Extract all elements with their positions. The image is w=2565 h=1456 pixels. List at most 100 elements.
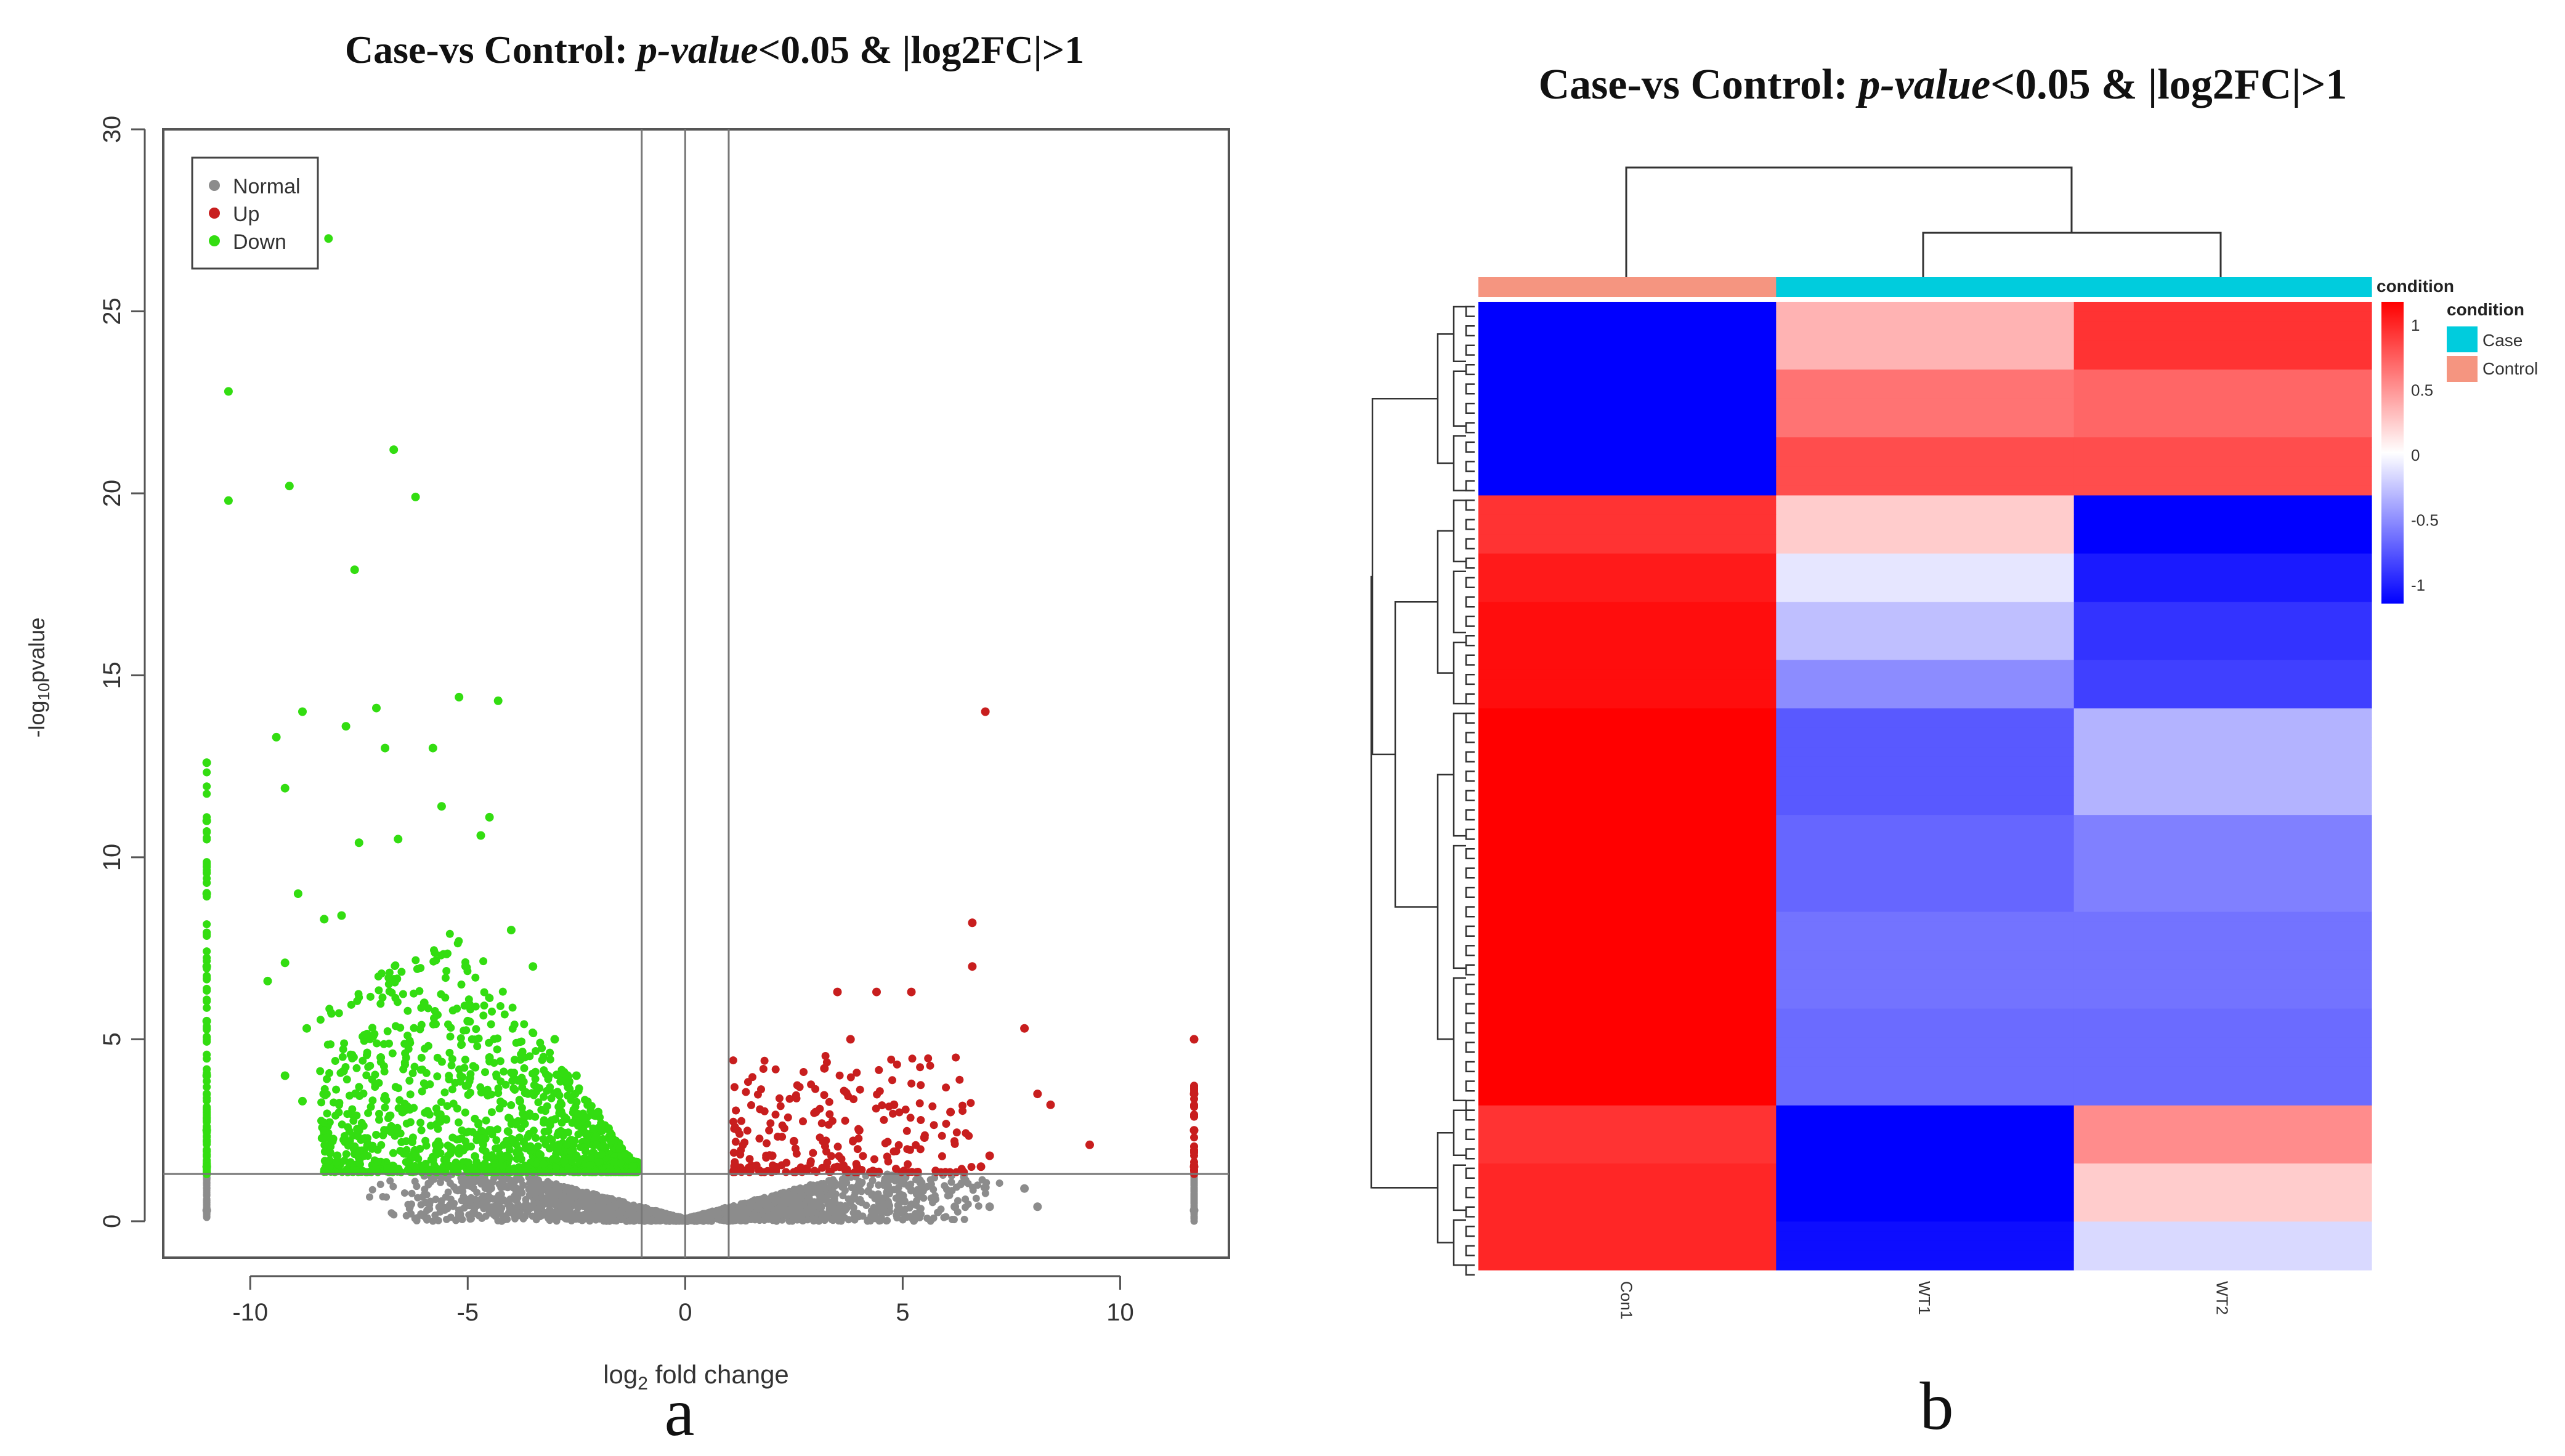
row-dendrogram <box>1370 305 1475 1276</box>
normal-point <box>500 1212 507 1220</box>
up-point <box>835 1152 843 1160</box>
heatmap-cell <box>1776 1163 2075 1174</box>
down-point <box>428 743 437 753</box>
normal-point <box>689 1213 696 1221</box>
up-point <box>835 1071 844 1080</box>
down-point <box>469 1062 477 1070</box>
down-point <box>388 1049 397 1058</box>
up-point <box>1189 1035 1199 1044</box>
down-point <box>341 1063 350 1071</box>
heatmap-cell <box>1776 998 2075 1009</box>
heatmap-cell <box>2073 931 2372 942</box>
down-point <box>334 1009 343 1017</box>
heatmap-cell <box>1776 370 2075 380</box>
down-point <box>537 1106 546 1114</box>
legend-down-marker <box>209 235 220 246</box>
up-point <box>859 1152 867 1160</box>
normal-point <box>476 1201 484 1209</box>
down-point <box>354 838 363 847</box>
normal-point <box>849 1209 857 1217</box>
down-point <box>531 1112 540 1121</box>
down-point <box>399 990 407 998</box>
down-point <box>421 1160 430 1168</box>
normal-point <box>467 1202 475 1210</box>
condition-annotation-bar <box>1478 277 2372 297</box>
heatmap-cell <box>1776 708 2075 719</box>
colorbar <box>2381 302 2404 604</box>
down-point <box>457 981 466 989</box>
down-point <box>203 928 211 937</box>
down-point <box>456 1077 464 1086</box>
down-point <box>520 1114 528 1123</box>
down-point <box>440 1088 449 1097</box>
down-point <box>354 1126 363 1135</box>
heatmap-cell <box>1478 669 1777 680</box>
up-point <box>928 1102 937 1110</box>
down-point <box>463 963 471 972</box>
heatmap-cell <box>2073 1037 2372 1048</box>
heatmap-cell <box>2073 989 2372 1000</box>
down-point <box>410 1104 418 1112</box>
heatmap-cell <box>1776 1125 2075 1135</box>
down-point <box>540 1093 548 1101</box>
x-tick-label: 10 <box>1106 1299 1134 1326</box>
normal-point <box>960 1215 968 1223</box>
heatmap-cell <box>1776 1047 2075 1058</box>
heatmap-cell <box>1478 544 1777 554</box>
normal-point <box>515 1188 523 1196</box>
down-point <box>510 1021 519 1029</box>
heatmap-cell <box>1776 544 2075 554</box>
up-point <box>1190 1142 1199 1151</box>
down-point <box>325 1005 334 1013</box>
normal-point <box>710 1210 718 1218</box>
heatmap-cell <box>1478 1066 1777 1077</box>
up-point <box>793 1081 801 1090</box>
normal-point <box>495 1200 503 1208</box>
heatmap-cell <box>1776 979 2075 990</box>
heatmap-cell <box>2073 1105 2372 1116</box>
down-point <box>280 958 290 968</box>
row-dendro-leaf <box>1465 1245 1475 1256</box>
heatmap-cell <box>1478 863 1777 874</box>
down-point <box>617 1151 625 1159</box>
heatmap-cell <box>1478 1047 1777 1058</box>
down-point <box>444 1020 452 1029</box>
heatmap-cell <box>1776 592 2075 602</box>
row-dendro-leaf <box>1465 906 1475 918</box>
down-point <box>445 1048 454 1057</box>
up-point <box>967 1163 976 1171</box>
down-point <box>324 234 333 243</box>
heatmap-cell <box>2073 592 2372 602</box>
down-point <box>320 1118 328 1127</box>
normal-point <box>452 1186 460 1194</box>
down-point <box>348 1105 357 1114</box>
row-dendro-leaf <box>1465 712 1475 724</box>
normal-point <box>849 1193 857 1201</box>
down-point <box>536 1038 545 1047</box>
down-point <box>355 1083 363 1091</box>
x-tick-label: 5 <box>896 1299 909 1326</box>
heatmap-cell <box>1776 727 2075 738</box>
normal-point <box>571 1193 578 1201</box>
up-point <box>732 1106 740 1115</box>
row-dendro-leaf <box>1465 886 1475 899</box>
heatmap-cell <box>2073 505 2372 516</box>
down-point <box>203 1138 211 1146</box>
heatmap-cell <box>2073 340 2372 351</box>
normal-point <box>702 1210 711 1219</box>
down-point <box>586 1161 594 1170</box>
up-point <box>775 1094 784 1102</box>
normal-point <box>950 1202 960 1211</box>
down-point <box>375 1109 383 1118</box>
down-point <box>474 1034 483 1043</box>
normal-point <box>413 1183 421 1191</box>
down-point <box>319 1090 328 1098</box>
up-point <box>774 1133 782 1141</box>
down-point <box>376 1053 386 1062</box>
up-point <box>765 1126 774 1134</box>
up-point <box>938 1131 946 1140</box>
heatmap-cell <box>1478 776 1777 787</box>
down-point <box>403 1102 411 1110</box>
heatmap-cell <box>1776 1057 2075 1067</box>
row-dendro-leaf <box>1465 1061 1475 1072</box>
